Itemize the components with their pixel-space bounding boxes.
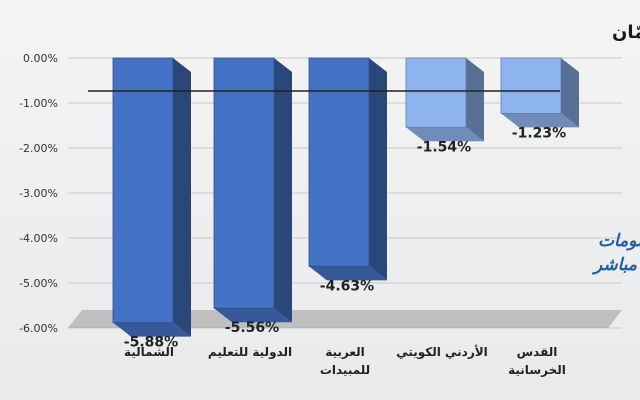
bar xyxy=(500,57,562,114)
y-tick-label: -5.00% xyxy=(19,277,58,290)
category-label: القدس xyxy=(517,345,558,359)
bar-side xyxy=(561,58,579,128)
bar-side xyxy=(369,58,387,281)
chart-floor xyxy=(68,310,622,328)
category-layer: الشمالية الدولية للتعليم العربية للمبيدات ال… xyxy=(124,344,566,377)
data-label-layer: -5.88% -5.56% -4.63% -1.54% -1.23% xyxy=(124,125,566,350)
category-label: الخرسانية xyxy=(508,363,566,377)
y-tick-label: -4.00% xyxy=(19,232,58,245)
logo-line1: معلومات xyxy=(598,231,640,251)
bar xyxy=(213,57,275,309)
data-label: -5.56% xyxy=(225,320,279,336)
y-tick-label: -2.00% xyxy=(19,142,58,155)
logo: معلومات مباشر xyxy=(591,231,640,275)
category-label: الأردني الكويتي xyxy=(396,344,488,360)
category-label: الشمالية xyxy=(124,345,174,359)
bar-bottom xyxy=(406,127,484,142)
floor-plane xyxy=(68,310,622,328)
data-label: -4.63% xyxy=(320,278,374,294)
bar-bottom xyxy=(113,322,191,337)
bar-layer xyxy=(88,57,579,337)
bar-bottom xyxy=(501,113,579,128)
bar-side xyxy=(466,58,484,142)
y-axis: 0.00% -1.00% -2.00% -3.00% -4.00% -5.00% -6.00… xyxy=(19,52,58,335)
bar xyxy=(308,57,370,267)
chart-title: أكثر 5 أسهم متراجعة ببورصة عمّان xyxy=(612,20,640,43)
data-label: -1.54% xyxy=(417,139,471,155)
category-label: الدولية للتعليم xyxy=(208,345,292,360)
bar-bottom xyxy=(309,266,387,281)
bar xyxy=(112,57,174,324)
category-label: العربية xyxy=(325,345,365,359)
bar-side xyxy=(274,58,292,323)
data-label: -1.23% xyxy=(512,125,566,141)
bar-bottom xyxy=(214,308,292,323)
y-tick-label: 0.00% xyxy=(23,52,58,65)
y-tick-label: -6.00% xyxy=(19,322,58,335)
logo-line2: مباشر xyxy=(591,255,638,275)
y-tick-label: -3.00% xyxy=(19,187,58,200)
bar xyxy=(405,57,467,128)
category-label: للمبيدات xyxy=(320,363,370,377)
y-tick-label: -1.00% xyxy=(19,97,58,110)
data-label: -5.88% xyxy=(124,335,178,351)
bar-side xyxy=(173,58,191,337)
